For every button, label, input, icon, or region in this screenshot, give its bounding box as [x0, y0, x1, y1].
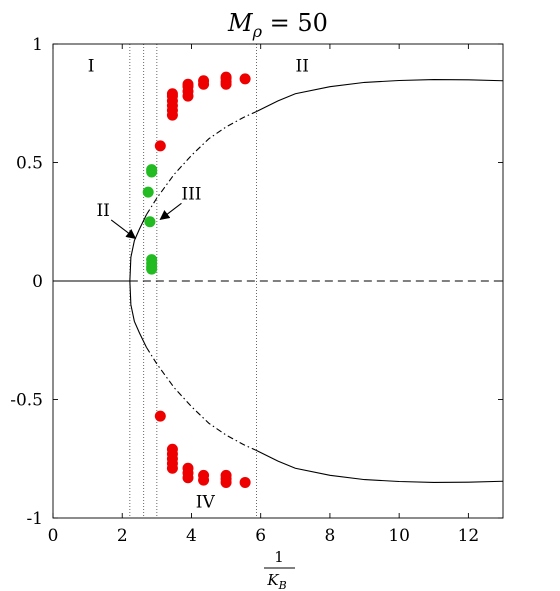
point-0-12	[198, 75, 210, 87]
point-1-7	[146, 263, 158, 275]
annotation-label-1: III	[181, 184, 201, 204]
point-0-31	[220, 476, 232, 488]
point-1-1	[146, 166, 158, 178]
x-axis: 0 2 4 6 8 10 12	[48, 44, 480, 546]
x-tick-label-10: 10	[388, 526, 410, 546]
x-label-denominator-base: K	[266, 571, 279, 589]
annotation-arrow-1	[159, 202, 182, 220]
chart-title: Mρ = 50	[227, 9, 328, 41]
region-label-2: IV	[196, 492, 216, 512]
point-0-0	[154, 140, 166, 152]
x-tick-label-12: 12	[458, 526, 480, 546]
y-tick-label-4: 1	[32, 35, 43, 55]
point-1-3	[144, 216, 156, 228]
curve-3	[145, 111, 257, 215]
region-label-0: I	[88, 56, 95, 76]
title-base: M	[227, 9, 254, 37]
curve-6	[145, 347, 257, 451]
point-0-6	[166, 88, 178, 100]
x-tick-label-6: 6	[255, 526, 266, 546]
x-tick-label-0: 0	[48, 526, 59, 546]
point-0-18	[154, 410, 166, 422]
x-tick-label-8: 8	[325, 526, 336, 546]
point-0-32	[239, 476, 251, 488]
annotation-arrow-0	[110, 219, 137, 239]
x-label-denominator-sub: B	[278, 579, 287, 591]
y-tick-label-0: -1	[26, 509, 43, 529]
curve-7	[256, 449, 503, 484]
x-axis-label: 1 KB	[264, 548, 295, 591]
x-label-numerator: 1	[274, 548, 284, 566]
x-tick-label-4: 4	[186, 526, 197, 546]
point-0-16	[220, 71, 232, 83]
x-tick-label-2: 2	[117, 526, 128, 546]
point-0-23	[166, 462, 178, 474]
point-0-28	[198, 474, 210, 486]
point-0-10	[182, 78, 194, 90]
y-tick-label-3: 0.5	[16, 154, 43, 174]
point-0-26	[182, 472, 194, 484]
curves	[53, 78, 503, 484]
curve-4	[256, 78, 503, 113]
title-rest: = 50	[262, 9, 328, 37]
curve-2	[129, 214, 147, 282]
title-sub: ρ	[252, 22, 263, 41]
x-label-denominator: KB	[266, 571, 286, 591]
curve-5	[129, 280, 147, 348]
point-0-17	[239, 73, 251, 85]
y-tick-label-2: 0	[32, 272, 43, 292]
point-1-2	[142, 186, 154, 198]
region-label-1: II	[296, 56, 309, 76]
y-tick-label-1: -0.5	[10, 391, 43, 411]
annotation-label-0: II	[96, 201, 109, 221]
y-axis: -1 -0.5 0 0.5 1	[10, 35, 503, 529]
data-points	[142, 71, 251, 488]
